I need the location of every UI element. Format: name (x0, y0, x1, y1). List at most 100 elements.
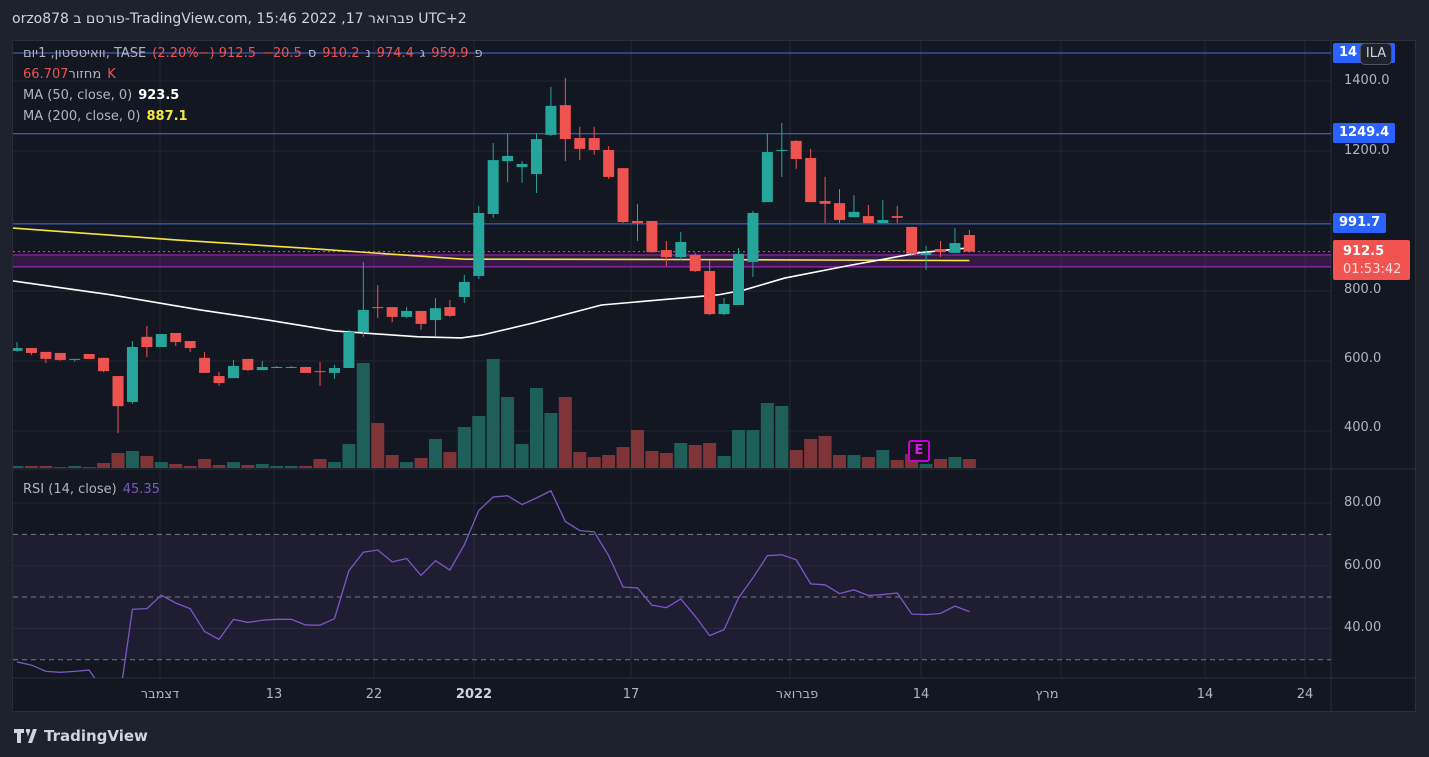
volume-bar (13, 465, 24, 468)
candle-body (386, 307, 398, 317)
price-tick: 800.0 (1344, 282, 1382, 297)
volume-bar (154, 462, 168, 468)
ma200-value: 887.1 (146, 109, 188, 124)
volume-bar (529, 388, 543, 468)
candle-body (112, 376, 124, 407)
volume-bar (558, 397, 572, 468)
volume-bar (630, 430, 644, 468)
rsi-label: RSI (14, close) (23, 482, 117, 497)
candle-body (603, 149, 615, 177)
volume-bar (732, 430, 745, 468)
ma200-label: MA (200, close, 0) (23, 109, 141, 124)
candle-body (848, 211, 860, 218)
candle-body (328, 368, 340, 373)
legend-ma200[interactable]: MA (200, close, 0) 887.1 (23, 109, 194, 124)
volume-bar (775, 405, 789, 468)
candle-body (242, 358, 254, 371)
candle-body (473, 212, 485, 276)
candle-body (530, 139, 542, 175)
ma50-value: 923.5 (138, 88, 180, 103)
volume-bar (717, 455, 731, 468)
candle-body (343, 331, 355, 368)
volume-bar (890, 460, 904, 468)
currency-badge[interactable]: ILA (1360, 43, 1392, 65)
candle-body (617, 168, 629, 223)
volume-bar (284, 465, 298, 468)
candle-body (631, 221, 643, 224)
low-label: נ (365, 46, 371, 61)
candle-body (819, 201, 831, 204)
volume-bar (198, 458, 212, 468)
current-price: 912.5 (1343, 244, 1385, 259)
candle-body (920, 252, 932, 255)
volume-bar (270, 465, 284, 468)
time-tick: מרץ (1035, 687, 1059, 702)
close-value: 912.5 (218, 46, 256, 61)
legend-volume: מחזור66.707K (23, 67, 122, 82)
volume-bar (299, 465, 313, 468)
price-tick: 400.0 (1344, 420, 1382, 435)
volume-bar (659, 453, 673, 468)
candle-body (213, 376, 225, 384)
time-tick: 13 (265, 687, 283, 702)
volume-bar (515, 443, 529, 468)
volume-bar (327, 462, 341, 468)
high-label: ג (419, 46, 426, 61)
earnings-badge[interactable]: E (908, 440, 930, 462)
volume-bar (544, 413, 558, 468)
candle-body (761, 152, 773, 203)
volume-bar (371, 423, 385, 468)
candle-body (357, 309, 369, 332)
hline-price-tag: 1249.4 (1333, 123, 1396, 143)
candle-body (776, 149, 788, 151)
volume-bar (24, 465, 38, 468)
tradingview-logo-icon (14, 729, 37, 743)
time-tick: 14 (1196, 687, 1214, 702)
candle-body (891, 216, 903, 218)
price-tick: 600.0 (1344, 351, 1382, 366)
candle-body (559, 105, 571, 140)
tradingview-logo[interactable]: TradingView (14, 727, 148, 745)
candle-body (675, 242, 687, 258)
candle-body (487, 160, 499, 214)
candle-body (733, 253, 744, 305)
candle-body (444, 307, 456, 316)
volume-bar (833, 455, 847, 468)
main-pane (13, 52, 1331, 468)
current-price-tag: 912.5 01:53:42 (1333, 240, 1410, 280)
legend-symbol[interactable]: וואיטסטון, 1יום, TASE (23, 46, 147, 61)
legend-rsi[interactable]: RSI (14, close) 45.35 (23, 482, 166, 497)
legend-ma50[interactable]: MA (50, close, 0) 923.5 (23, 88, 185, 103)
volume-bar (183, 465, 197, 468)
volume-bar (602, 455, 616, 468)
time-tick: 22 (365, 687, 383, 702)
volume-bar (443, 452, 457, 468)
price-tick: 1400.0 (1344, 73, 1390, 88)
low-value: 910.2 (322, 46, 360, 61)
volume-bar (703, 443, 717, 468)
volume-bar (804, 438, 818, 468)
candle-body (963, 235, 975, 252)
grid-lines (13, 41, 1331, 678)
time-tick: פברואר (775, 687, 819, 702)
volume-bar (934, 458, 948, 468)
chart-frame (12, 40, 1416, 712)
volume-bar (428, 438, 442, 468)
candle-body (790, 140, 802, 160)
candle-body (227, 365, 239, 379)
volume-bar (400, 462, 414, 468)
candle-body (300, 366, 312, 373)
volume-bar (212, 465, 226, 468)
candle-body (458, 281, 470, 297)
price-zone (13, 254, 1331, 267)
time-tick: דצמבר (140, 687, 180, 702)
volume-bar (861, 457, 875, 468)
open-label: פ (474, 46, 483, 61)
volume-bar (472, 415, 486, 468)
volume-bar (948, 457, 962, 468)
candle-body (271, 366, 283, 368)
hline-price-tag: 991.7 (1333, 213, 1387, 233)
candle-body (372, 307, 384, 309)
candle-body (25, 348, 37, 353)
